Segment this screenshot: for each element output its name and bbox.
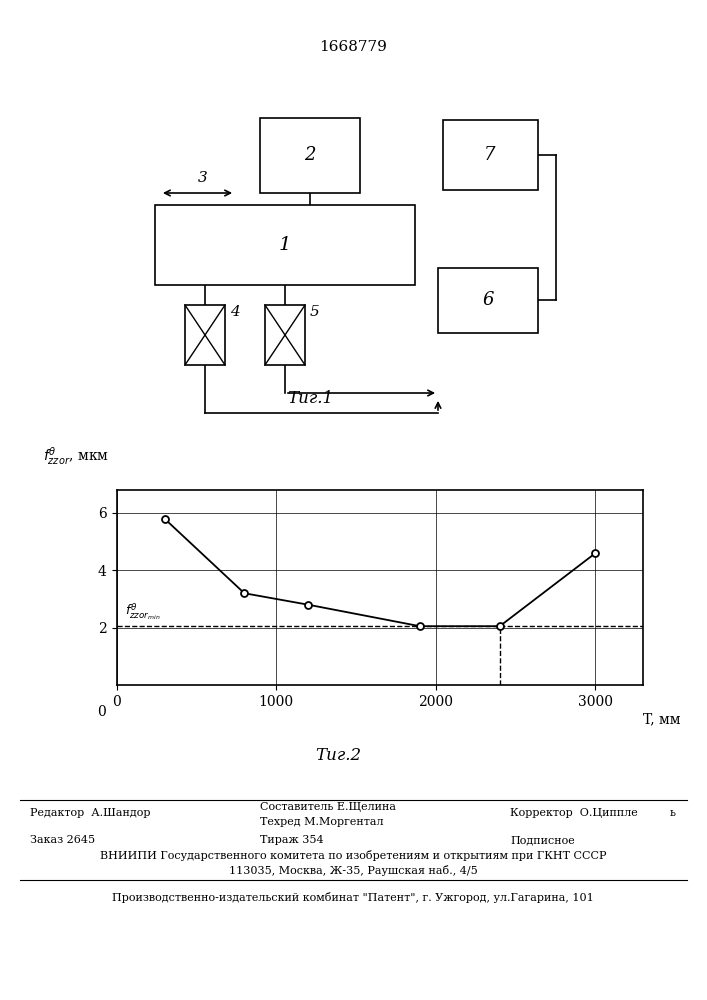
Text: 113035, Москва, Ж-35, Раушская наб., 4/5: 113035, Москва, Ж-35, Раушская наб., 4/5 [228,865,477,876]
Text: 4: 4 [230,305,240,319]
Text: Τиг.1: Τиг.1 [287,390,333,407]
Text: Техред М.Моргентал: Техред М.Моргентал [260,817,383,827]
Text: $f^{\theta}_{zzor}$, мкм: $f^{\theta}_{zzor}$, мкм [43,445,109,467]
Bar [438,267,538,332]
Text: T, мм: T, мм [643,712,681,726]
Text: 5: 5 [310,305,320,319]
Text: Тираж 354: Тираж 354 [260,835,324,845]
Text: 6: 6 [482,291,493,309]
Text: $f^{\theta}_{zzor_{min}}$: $f^{\theta}_{zzor_{min}}$ [124,602,160,622]
Bar [265,305,305,365]
Text: 7: 7 [484,146,496,164]
Text: 2: 2 [304,146,316,164]
Text: 0: 0 [98,704,106,718]
Text: ВНИИПИ Государственного комитета по изобретениям и открытиям при ГКНТ СССР: ВНИИПИ Государственного комитета по изоб… [100,850,606,861]
Text: Τиг.2: Τиг.2 [315,747,361,764]
Text: Заказ 2645: Заказ 2645 [30,835,95,845]
Text: ь: ь [670,808,676,818]
Text: 1: 1 [279,236,291,254]
Bar [155,205,415,285]
Bar [260,117,360,192]
Bar [185,305,225,365]
Bar [443,120,537,190]
Text: Составитель Е.Щелина: Составитель Е.Щелина [260,802,396,812]
Text: 1668779: 1668779 [319,40,387,54]
Text: 3: 3 [198,171,207,185]
Text: Подписное: Подписное [510,835,575,845]
Text: Редактор  А.Шандор: Редактор А.Шандор [30,808,151,818]
Text: Производственно-издательский комбинат "Патент", г. Ужгород, ул.Гагарина, 101: Производственно-издательский комбинат "П… [112,892,594,903]
Text: Корректор  О.Циппле: Корректор О.Циппле [510,808,638,818]
